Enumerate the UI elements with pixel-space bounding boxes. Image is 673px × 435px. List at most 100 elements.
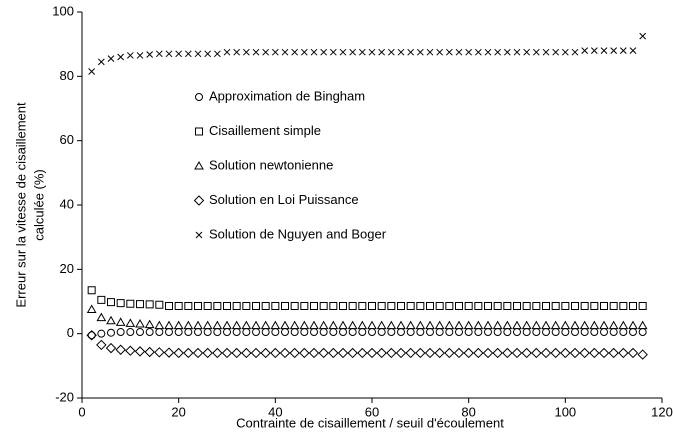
marker — [289, 320, 300, 330]
marker — [281, 48, 289, 56]
marker — [349, 48, 357, 56]
marker — [464, 328, 473, 337]
marker — [397, 328, 406, 337]
marker — [445, 302, 454, 311]
marker — [291, 48, 299, 56]
marker — [241, 347, 252, 359]
marker — [347, 320, 358, 330]
marker — [310, 328, 319, 337]
marker — [474, 302, 483, 311]
marker — [511, 347, 523, 359]
marker — [550, 347, 561, 359]
marker — [88, 68, 96, 75]
marker — [465, 48, 473, 56]
marker — [395, 347, 407, 359]
marker — [377, 328, 386, 337]
marker — [376, 347, 387, 359]
marker — [445, 48, 453, 56]
marker — [435, 302, 444, 311]
marker — [503, 302, 512, 311]
marker — [144, 346, 155, 358]
marker — [96, 339, 107, 351]
marker — [358, 328, 367, 337]
marker — [357, 320, 368, 330]
marker — [599, 320, 609, 330]
marker — [329, 328, 338, 337]
marker — [251, 320, 261, 330]
marker — [463, 320, 474, 330]
marker — [407, 48, 415, 56]
marker — [126, 328, 135, 337]
marker — [233, 48, 241, 56]
marker — [521, 320, 532, 330]
marker — [618, 320, 629, 330]
marker — [165, 50, 173, 58]
marker — [184, 328, 193, 337]
marker — [310, 302, 318, 311]
legend-marker — [195, 127, 203, 136]
marker — [358, 302, 367, 311]
marker — [260, 347, 271, 359]
marker — [367, 320, 377, 330]
marker — [436, 48, 444, 56]
marker — [271, 302, 280, 311]
legend-marker — [193, 195, 205, 206]
marker — [144, 319, 155, 329]
marker — [426, 302, 434, 311]
marker — [116, 299, 125, 308]
marker — [279, 347, 291, 359]
marker — [492, 347, 503, 359]
legend-label: Approximation de Bingham — [209, 88, 365, 103]
marker — [174, 328, 183, 337]
marker — [551, 302, 560, 311]
marker — [571, 48, 579, 56]
marker — [550, 320, 561, 330]
marker — [213, 302, 222, 311]
marker — [445, 328, 454, 337]
marker — [115, 317, 126, 326]
legend-label: Cisaillement simple — [209, 123, 321, 138]
marker — [522, 328, 531, 337]
marker — [300, 48, 308, 56]
marker — [280, 320, 290, 330]
marker — [416, 48, 424, 56]
marker — [116, 328, 125, 337]
marker — [87, 286, 96, 295]
marker — [281, 302, 289, 311]
marker — [609, 328, 618, 337]
marker — [232, 302, 241, 311]
marker — [192, 347, 204, 359]
marker — [531, 320, 542, 330]
marker — [105, 342, 117, 354]
marker — [405, 347, 416, 359]
marker — [173, 347, 184, 359]
marker — [328, 320, 339, 330]
marker — [532, 48, 540, 56]
marker — [598, 347, 610, 359]
marker — [628, 320, 638, 330]
y-tick-label: 60 — [60, 132, 74, 147]
marker — [542, 48, 550, 56]
marker — [290, 302, 299, 311]
marker — [134, 346, 146, 357]
marker — [426, 328, 435, 337]
marker — [300, 328, 309, 337]
marker — [531, 347, 542, 359]
marker — [223, 302, 231, 311]
marker — [629, 302, 637, 311]
marker — [329, 302, 338, 311]
marker — [368, 328, 377, 337]
marker — [222, 320, 232, 330]
marker — [175, 50, 183, 58]
marker — [396, 320, 406, 330]
marker — [339, 328, 348, 337]
marker — [503, 48, 511, 56]
marker — [271, 48, 279, 56]
marker — [425, 320, 435, 330]
marker — [270, 320, 281, 330]
marker — [261, 302, 270, 311]
marker — [608, 320, 619, 330]
marker — [329, 48, 337, 56]
marker — [337, 347, 349, 359]
